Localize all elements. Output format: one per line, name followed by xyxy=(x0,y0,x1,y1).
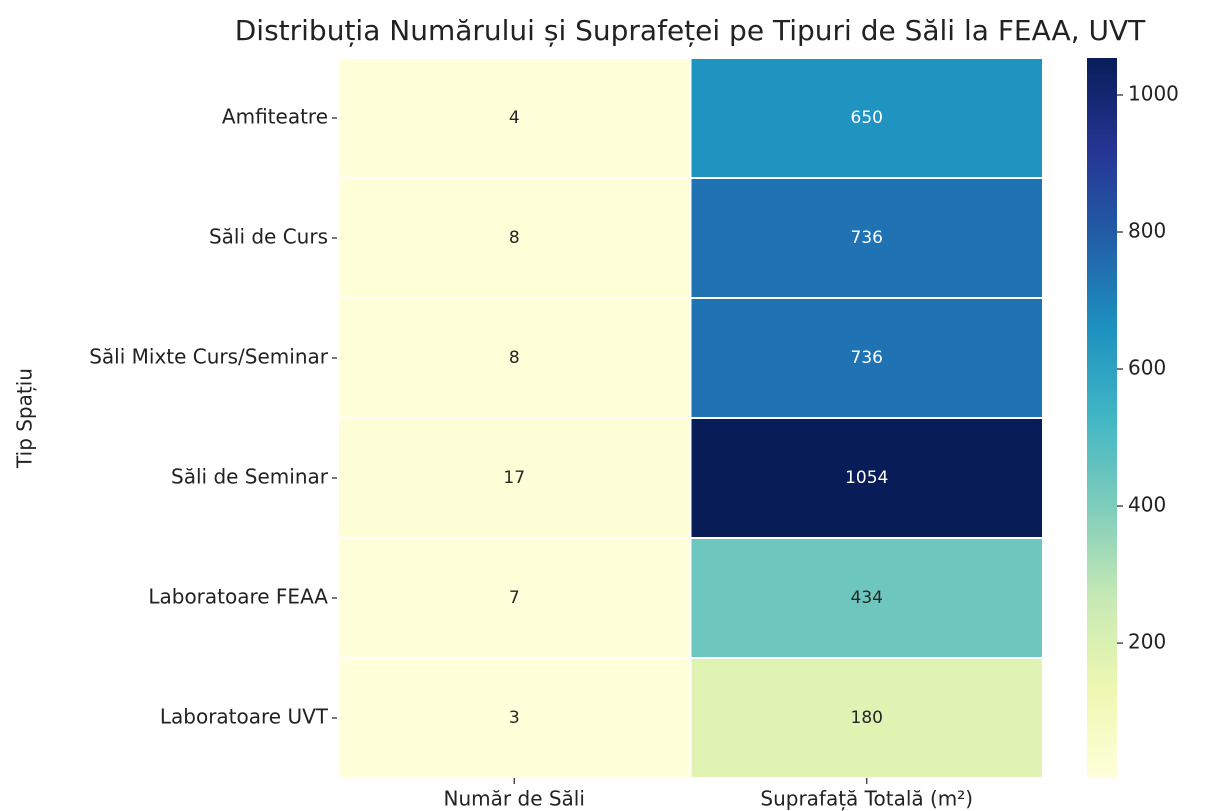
y-tick-label: Laboratoare FEAA xyxy=(148,585,328,609)
cell-label: 736 xyxy=(851,228,883,248)
colorbar-tick-label: 600 xyxy=(1128,356,1166,380)
y-tick-label: Amfiteatre xyxy=(222,105,328,129)
cell-label: 736 xyxy=(851,348,883,368)
cell-label: 8 xyxy=(509,348,520,368)
y-tick-label: Laboratoare UVT xyxy=(160,705,329,729)
heatmap-cell xyxy=(689,537,1044,659)
colorbar-tick-label: 800 xyxy=(1128,219,1166,243)
heatmap-cell xyxy=(337,657,692,779)
cell-label: 8 xyxy=(509,228,520,248)
colorbar xyxy=(1087,58,1117,778)
y-tick-label: Săli de Curs xyxy=(209,225,328,249)
x-tick-label: Număr de Săli xyxy=(444,787,585,811)
cell-label: 17 xyxy=(503,468,525,488)
heatmap-cell xyxy=(689,177,1044,299)
heatmap-cell xyxy=(689,57,1044,179)
cell-label: 4 xyxy=(509,108,520,128)
cell-label: 7 xyxy=(509,588,520,608)
cell-label: 180 xyxy=(851,708,883,728)
colorbar-tick-label: 200 xyxy=(1128,630,1166,654)
y-tick-label: Săli Mixte Curs/Seminar xyxy=(89,345,329,369)
y-tick-label: Săli de Seminar xyxy=(171,465,329,489)
heatmap-cell xyxy=(689,417,1044,539)
colorbar-tick-label: 400 xyxy=(1128,493,1166,517)
y-axis-label: Tip Spațiu xyxy=(13,368,37,469)
heatmap-cell xyxy=(689,657,1044,779)
chart-title: Distribuția Numărului și Suprafeței pe T… xyxy=(235,14,1146,47)
cell-label: 3 xyxy=(509,708,520,728)
cell-label: 650 xyxy=(851,108,883,128)
cell-label: 1054 xyxy=(845,468,888,488)
colorbar-tick-label: 1000 xyxy=(1128,81,1179,105)
x-tick-label: Suprafață Totală (m²) xyxy=(760,787,973,811)
heatmap-cell xyxy=(337,177,692,299)
heatmap-cell xyxy=(337,537,692,659)
cell-label: 434 xyxy=(851,588,883,608)
